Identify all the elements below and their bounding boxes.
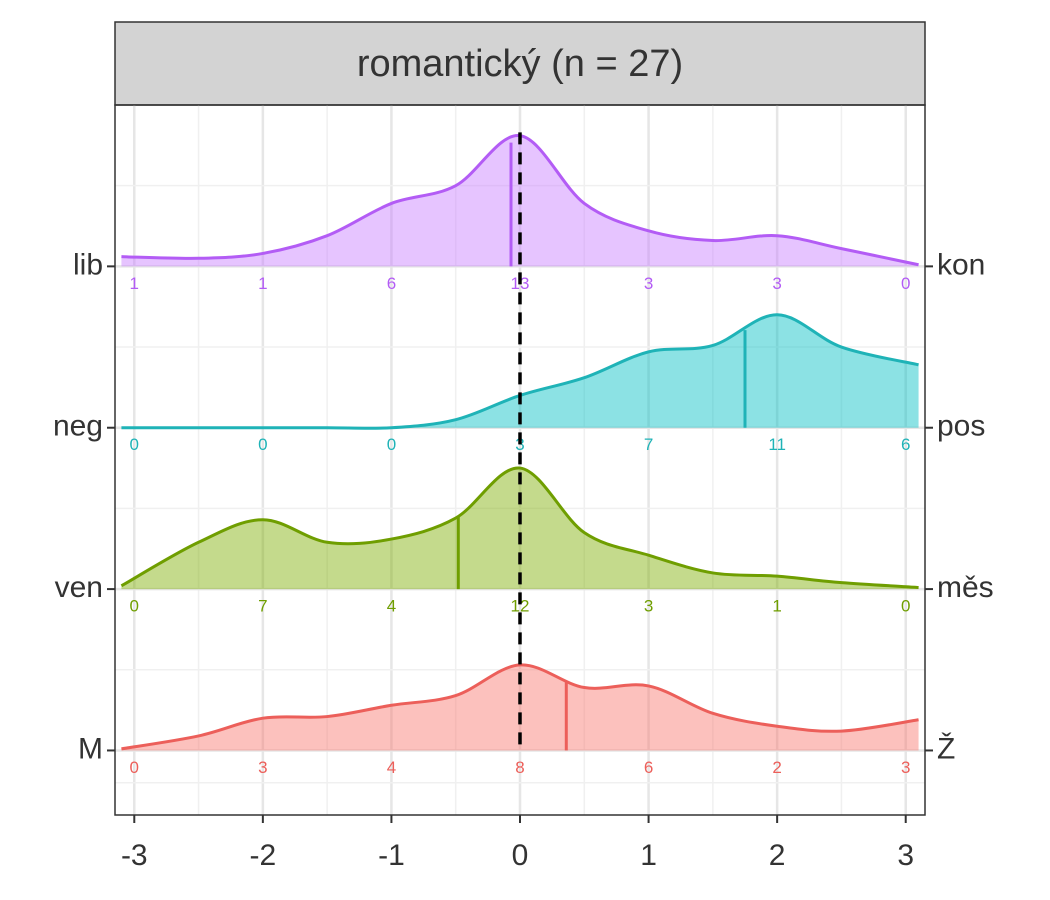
count-label: 2 — [772, 758, 781, 777]
count-label: 8 — [515, 758, 524, 777]
count-label: 12 — [511, 597, 530, 616]
strip — [114, 21, 926, 106]
x-tick-label: -3 — [121, 839, 148, 872]
count-label: 0 — [130, 435, 139, 454]
chart-title: romantický (n = 27) — [357, 43, 683, 85]
x-tick-label: 3 — [897, 839, 914, 872]
count-label: 6 — [644, 758, 653, 777]
count-label: 0 — [258, 435, 267, 454]
x-tick-label: 1 — [640, 839, 657, 872]
x-tick-label: 2 — [769, 839, 786, 872]
count-label: 3 — [901, 758, 910, 777]
count-label: 6 — [387, 274, 396, 293]
x-tick-label: 0 — [512, 839, 529, 872]
y-tick-label: neg — [53, 410, 103, 443]
count-label: 3 — [644, 274, 653, 293]
count-label: 1 — [130, 274, 139, 293]
count-label: 0 — [130, 597, 139, 616]
count-label: 7 — [644, 435, 653, 454]
count-label: 6 — [901, 435, 910, 454]
count-label: 11 — [768, 435, 786, 454]
count-label: 4 — [387, 758, 396, 777]
y-tick-label: lib — [73, 248, 103, 281]
y2-tick-label: Ž — [937, 732, 955, 765]
density-area — [121, 467, 919, 590]
count-label: 3 — [258, 758, 267, 777]
count-label: 3 — [515, 435, 524, 454]
count-label: 0 — [130, 758, 139, 777]
count-label: 0 — [901, 597, 910, 616]
x-tick-label: -2 — [250, 839, 277, 872]
x-tick-label: -1 — [378, 839, 405, 872]
density-line — [121, 663, 919, 751]
count-label: 4 — [387, 597, 396, 616]
y-tick-label: M — [78, 732, 103, 765]
count-label: 3 — [644, 597, 653, 616]
y-tick-label: ven — [55, 571, 103, 604]
count-label: 1 — [258, 274, 267, 293]
y2-tick-label: pos — [937, 410, 985, 443]
count-label: 3 — [772, 274, 781, 293]
count-label: 0 — [387, 435, 396, 454]
y2-tick-label: kon — [937, 248, 985, 281]
density-area — [121, 664, 919, 751]
density-line — [120, 466, 919, 589]
count-label: 7 — [258, 597, 267, 616]
count-label: 0 — [901, 274, 910, 293]
count-label: 1 — [772, 597, 781, 616]
y2-tick-label: měs — [937, 571, 994, 604]
